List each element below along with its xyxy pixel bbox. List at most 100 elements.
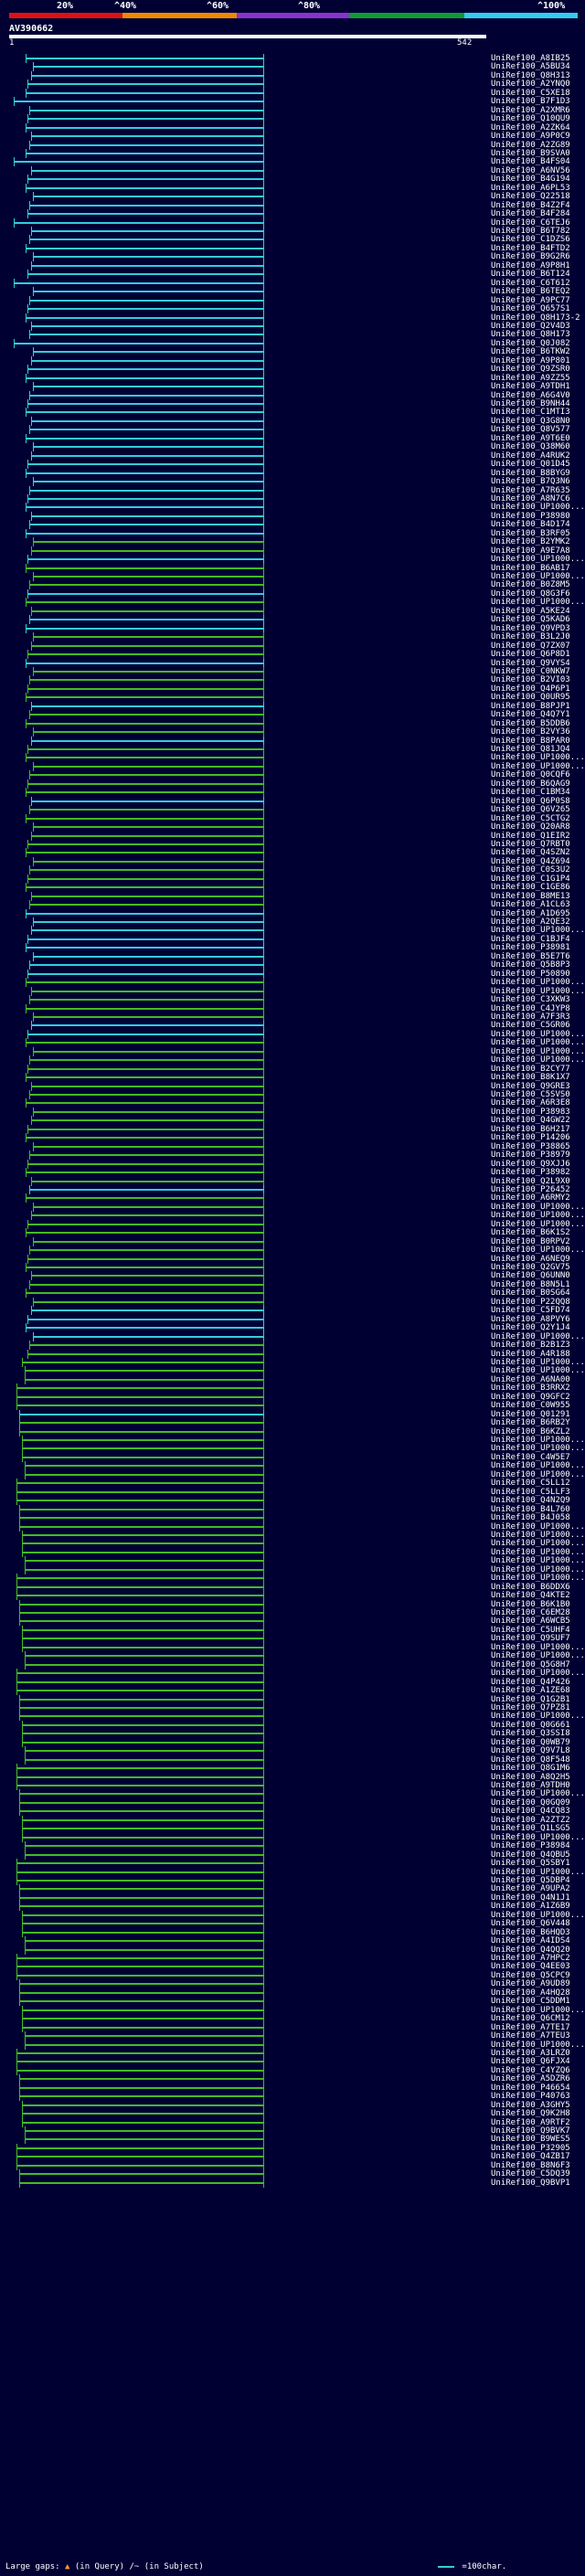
hit-label[interactable]: UniRef100_UP1000...	[491, 1521, 585, 1532]
hit-row[interactable]: UniRef100_Q9K2H8	[0, 2109, 585, 2119]
hit-row[interactable]: UniRef100_B6K1S2	[0, 1228, 585, 1238]
hit-row[interactable]: UniRef100_A4IDS4	[0, 1936, 585, 1946]
hit-row[interactable]: UniRef100_Q4GW22	[0, 1116, 585, 1126]
hit-label[interactable]: UniRef100_A5BU34	[491, 62, 570, 72]
hit-label[interactable]: UniRef100_Q9SUF7	[491, 1634, 570, 1644]
hit-row[interactable]: UniRef100_A7HPC2	[0, 1954, 585, 1963]
hit-row[interactable]: UniRef100_B4Z2F4	[0, 200, 585, 210]
hit-label[interactable]: UniRef100_Q38M60	[491, 442, 570, 452]
hit-row[interactable]: UniRef100_A9TDH1	[0, 382, 585, 392]
hit-label[interactable]: UniRef100_Q5B8P3	[491, 960, 570, 970]
hit-label[interactable]: UniRef100_UP1000...	[491, 1246, 585, 1256]
hit-label[interactable]: UniRef100_A7HPC2	[491, 1954, 570, 1963]
hit-label[interactable]: UniRef100_Q9VYS4	[491, 658, 570, 668]
hit-row[interactable]: UniRef100_Q8V577	[0, 425, 585, 435]
hit-row[interactable]: UniRef100_A9TDH0	[0, 1781, 585, 1790]
hit-label[interactable]: UniRef100_UP1000...	[491, 1029, 585, 1039]
hit-row[interactable]: UniRef100_B6AB17	[0, 563, 585, 573]
hit-label[interactable]: UniRef100_Q0WB79	[491, 1737, 570, 1747]
hit-label[interactable]: UniRef100_UP1000...	[491, 1038, 585, 1048]
hit-label[interactable]: UniRef100_A5KE24	[491, 606, 570, 616]
hit-row[interactable]: UniRef100_A8IB25	[0, 54, 585, 63]
hit-label[interactable]: UniRef100_A5DZR6	[491, 2074, 570, 2084]
hit-row[interactable]: UniRef100_Q9BVK7	[0, 2126, 585, 2136]
hit-row[interactable]: UniRef100_A6NA00	[0, 1374, 585, 1384]
hit-label[interactable]: UniRef100_A6G4V0	[491, 390, 570, 400]
hit-label[interactable]: UniRef100_B2CY77	[491, 1064, 570, 1074]
hit-row[interactable]: UniRef100_B6RB2Y	[0, 1418, 585, 1428]
hit-label[interactable]: UniRef100_UP1000...	[491, 1547, 585, 1557]
hit-label[interactable]: UniRef100_A9E7A8	[491, 546, 570, 556]
hit-label[interactable]: UniRef100_B0SG64	[491, 1288, 570, 1299]
hit-label[interactable]: UniRef100_B6AB17	[491, 563, 570, 573]
hit-label[interactable]: UniRef100_Q9BVP1	[491, 2178, 570, 2188]
hit-label[interactable]: UniRef100_P38865	[491, 1141, 570, 1151]
hit-row[interactable]: UniRef100_UP1000...	[0, 1038, 585, 1048]
hit-row[interactable]: UniRef100_Q10QU9	[0, 114, 585, 124]
hit-row[interactable]: UniRef100_P50890	[0, 969, 585, 979]
hit-row[interactable]: UniRef100_B2VY36	[0, 727, 585, 737]
hit-row[interactable]: UniRef100_UP1000...	[0, 1832, 585, 1842]
hit-label[interactable]: UniRef100_C5GR06	[491, 1021, 570, 1031]
hit-label[interactable]: UniRef100_P50890	[491, 969, 570, 979]
hit-row[interactable]: UniRef100_Q4QQ20	[0, 1945, 585, 1955]
hit-label[interactable]: UniRef100_P38984	[491, 1841, 570, 1851]
hit-row[interactable]: UniRef100_B3RF05	[0, 528, 585, 538]
hit-row[interactable]: UniRef100_C5UHF4	[0, 1625, 585, 1635]
hit-label[interactable]: UniRef100_B4J058	[491, 1513, 570, 1523]
hit-label[interactable]: UniRef100_C5CTG2	[491, 813, 570, 823]
hit-label[interactable]: UniRef100_B8PAR0	[491, 736, 570, 746]
hit-label[interactable]: UniRef100_UP1000...	[491, 1331, 585, 1341]
hit-row[interactable]: UniRef100_C6EM28	[0, 1608, 585, 1617]
hit-row[interactable]: UniRef100_B5E7T6	[0, 951, 585, 961]
hit-label[interactable]: UniRef100_A6R3E8	[491, 1098, 570, 1108]
hit-label[interactable]: UniRef100_Q9VPD3	[491, 623, 570, 633]
hit-row[interactable]: UniRef100_C4JYP8	[0, 1003, 585, 1013]
hit-label[interactable]: UniRef100_UP1000...	[491, 1669, 585, 1679]
hit-label[interactable]: UniRef100_Q4KTE2	[491, 1591, 570, 1601]
hit-label[interactable]: UniRef100_UP1000...	[491, 1211, 585, 1221]
hit-row[interactable]: UniRef100_Q4ZB17	[0, 2152, 585, 2162]
hit-label[interactable]: UniRef100_UP1000...	[491, 1357, 585, 1367]
hit-row[interactable]: UniRef100_Q9V7L8	[0, 1746, 585, 1756]
hit-label[interactable]: UniRef100_B8N6F3	[491, 2160, 570, 2170]
hit-row[interactable]: UniRef100_C5DDM1	[0, 1997, 585, 2007]
hit-row[interactable]: UniRef100_Q6UNN0	[0, 1271, 585, 1281]
hit-label[interactable]: UniRef100_A7TEU3	[491, 2031, 570, 2041]
hit-row[interactable]: UniRef100_Q8F548	[0, 1754, 585, 1765]
hit-label[interactable]: UniRef100_B6QAG9	[491, 779, 570, 789]
hit-label[interactable]: UniRef100_P26452	[491, 1184, 570, 1194]
hit-label[interactable]: UniRef100_Q8H173-2	[491, 313, 580, 323]
hit-label[interactable]: UniRef100_A9TDH0	[491, 1781, 570, 1790]
hit-row[interactable]: UniRef100_Q4Z694	[0, 856, 585, 866]
hit-label[interactable]: UniRef100_B2YMK2	[491, 537, 570, 547]
hit-label[interactable]: UniRef100_C5LLF3	[491, 1487, 570, 1497]
hit-label[interactable]: UniRef100_B8ME13	[491, 891, 570, 901]
hit-row[interactable]: UniRef100_Q0WB79	[0, 1737, 585, 1747]
hit-label[interactable]: UniRef100_A9P8H1	[491, 260, 570, 270]
hit-row[interactable]: UniRef100_B6T782	[0, 227, 585, 236]
hit-label[interactable]: UniRef100_A2ZK64	[491, 122, 570, 133]
hit-label[interactable]: UniRef100_UP1000...	[491, 1219, 585, 1229]
hit-label[interactable]: UniRef100_B8PJP1	[491, 701, 570, 711]
hit-label[interactable]: UniRef100_UP1000...	[491, 1651, 585, 1661]
hit-row[interactable]: UniRef100_Q2GV75	[0, 1263, 585, 1272]
hit-row[interactable]: UniRef100_UP1000...	[0, 1910, 585, 1920]
hit-row[interactable]: UniRef100_Q4QBU5	[0, 1850, 585, 1860]
hit-label[interactable]: UniRef100_Q1G2B1	[491, 1694, 570, 1704]
hit-label[interactable]: UniRef100_C5XE18	[491, 88, 570, 98]
hit-label[interactable]: UniRef100_UP1000...	[491, 555, 585, 565]
hit-label[interactable]: UniRef100_UP1000...	[491, 2040, 585, 2050]
hit-label[interactable]: UniRef100_UP1000...	[491, 1556, 585, 1566]
hit-row[interactable]: UniRef100_Q2V4D3	[0, 321, 585, 331]
hit-row[interactable]: UniRef100_Q38M60	[0, 442, 585, 452]
hit-row[interactable]: UniRef100_B0RPV2	[0, 1236, 585, 1246]
hit-row[interactable]: UniRef100_UP1000...	[0, 1046, 585, 1056]
hit-label[interactable]: UniRef100_B7F1D3	[491, 97, 570, 107]
hit-label[interactable]: UniRef100_A7R635	[491, 485, 570, 495]
hit-label[interactable]: UniRef100_Q7RBT0	[491, 839, 570, 849]
hit-label[interactable]: UniRef100_A9UD89	[491, 1979, 570, 1989]
hit-label[interactable]: UniRef100_A9PC77	[491, 295, 570, 305]
hit-row[interactable]: UniRef100_P32905	[0, 2143, 585, 2153]
hit-row[interactable]: UniRef100_UP1000...	[0, 1547, 585, 1557]
